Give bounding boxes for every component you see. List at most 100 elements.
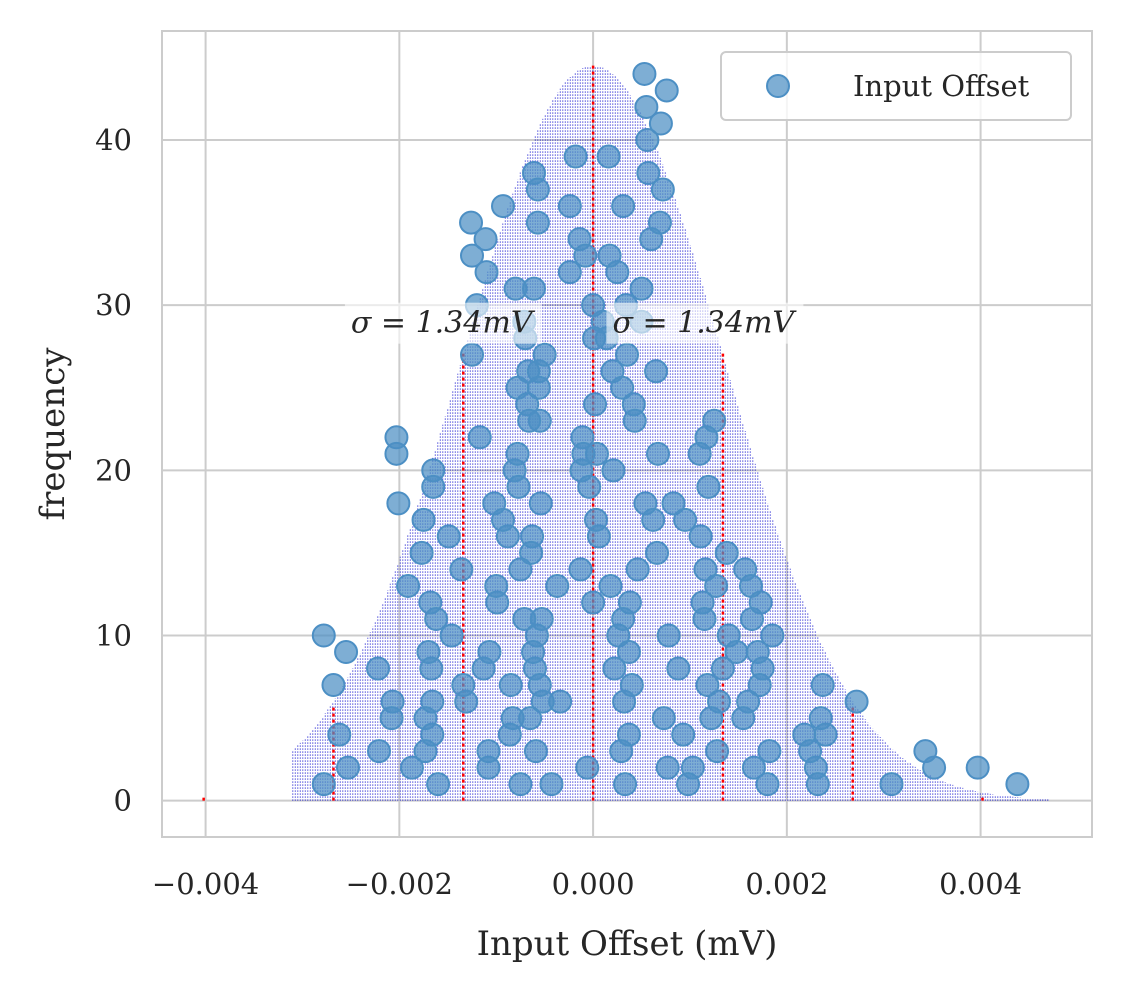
annotation-text: σ = 1.34mV (351, 306, 536, 341)
data-point (596, 144, 621, 169)
data-point (532, 342, 557, 367)
x-tick-label: 0.004 (939, 867, 1022, 901)
data-point (707, 689, 732, 714)
data-point (334, 640, 359, 665)
data-point (411, 507, 436, 532)
data-point (336, 755, 360, 780)
data-point (879, 772, 904, 797)
data-point (813, 722, 838, 747)
data-point (454, 689, 479, 714)
data-point (367, 739, 391, 764)
data-point (844, 689, 869, 714)
data-point (449, 557, 474, 582)
data-point (805, 772, 830, 797)
data-point (386, 491, 411, 516)
data-point (741, 755, 766, 780)
data-point (495, 524, 520, 549)
data-point (476, 755, 501, 780)
x-tick-label: 0.002 (745, 867, 828, 901)
data-point (680, 755, 705, 780)
data-point (655, 755, 680, 780)
data-point (760, 623, 785, 648)
data-point (654, 78, 679, 103)
data-point (625, 557, 650, 582)
data-point (696, 474, 721, 499)
data-point (460, 243, 484, 268)
data-point (421, 474, 446, 499)
data-point (650, 177, 675, 202)
data-point (622, 408, 647, 433)
data-point (396, 573, 421, 598)
data-point (557, 260, 582, 285)
data-point (426, 772, 451, 797)
legend-box (720, 51, 1072, 121)
data-point (656, 623, 681, 648)
data-point (568, 557, 593, 582)
data-point (327, 722, 352, 747)
data-point (485, 590, 510, 615)
data-point (384, 441, 409, 466)
data-point (366, 656, 391, 681)
data-point (459, 210, 484, 235)
data-point (518, 706, 543, 731)
data-point (491, 194, 515, 219)
data-point (602, 656, 627, 681)
x-axis-title: Input Offset (mV) (477, 924, 778, 964)
data-point (525, 177, 550, 202)
data-point (557, 194, 582, 219)
data-point (477, 640, 502, 665)
data-point (581, 590, 606, 615)
data-point (661, 491, 686, 516)
data-point (563, 144, 588, 169)
data-point (439, 623, 464, 648)
sigma-annotation: σ = 1.34mV (344, 302, 542, 344)
data-point (651, 706, 676, 731)
data-point (529, 606, 554, 631)
data-point (420, 722, 445, 747)
data-point (399, 755, 424, 780)
data-point (575, 755, 600, 780)
data-point (644, 359, 669, 384)
data-point (321, 673, 346, 698)
data-point (586, 524, 611, 549)
grid (162, 31, 1092, 837)
data-point (635, 128, 660, 153)
data-point (419, 656, 444, 681)
legend-marker (766, 74, 790, 98)
data-point (755, 772, 780, 797)
data-point (645, 540, 670, 565)
y-tick-label: 40 (95, 123, 132, 157)
data-point (688, 524, 713, 549)
data-point (610, 375, 635, 400)
data-point (616, 722, 641, 747)
data-point (467, 425, 492, 450)
data-point (424, 606, 449, 631)
x-tick-label: −0.004 (152, 867, 259, 901)
data-point (420, 689, 445, 714)
data-point (810, 673, 835, 698)
y-tick-label: 10 (95, 619, 132, 653)
data-point (527, 408, 552, 433)
data-point (613, 772, 638, 797)
data-point (528, 491, 553, 516)
data-point (619, 673, 644, 698)
annotations: σ = 1.34mV σ = 1.34mV (344, 302, 804, 344)
x-tick-label: −0.002 (346, 867, 453, 901)
data-point (616, 640, 641, 665)
data-point (632, 61, 657, 86)
data-point (605, 260, 630, 285)
annotation-box (344, 302, 542, 344)
data-point (506, 474, 531, 499)
data-point (748, 590, 773, 615)
data-point (460, 342, 484, 367)
data-point (705, 739, 730, 764)
data-point (646, 441, 670, 466)
y-tick-label: 0 (114, 784, 132, 818)
data-point (380, 689, 405, 714)
data-point (525, 210, 550, 235)
data-point (692, 606, 717, 631)
data-point (647, 210, 672, 235)
data-point (710, 656, 735, 681)
